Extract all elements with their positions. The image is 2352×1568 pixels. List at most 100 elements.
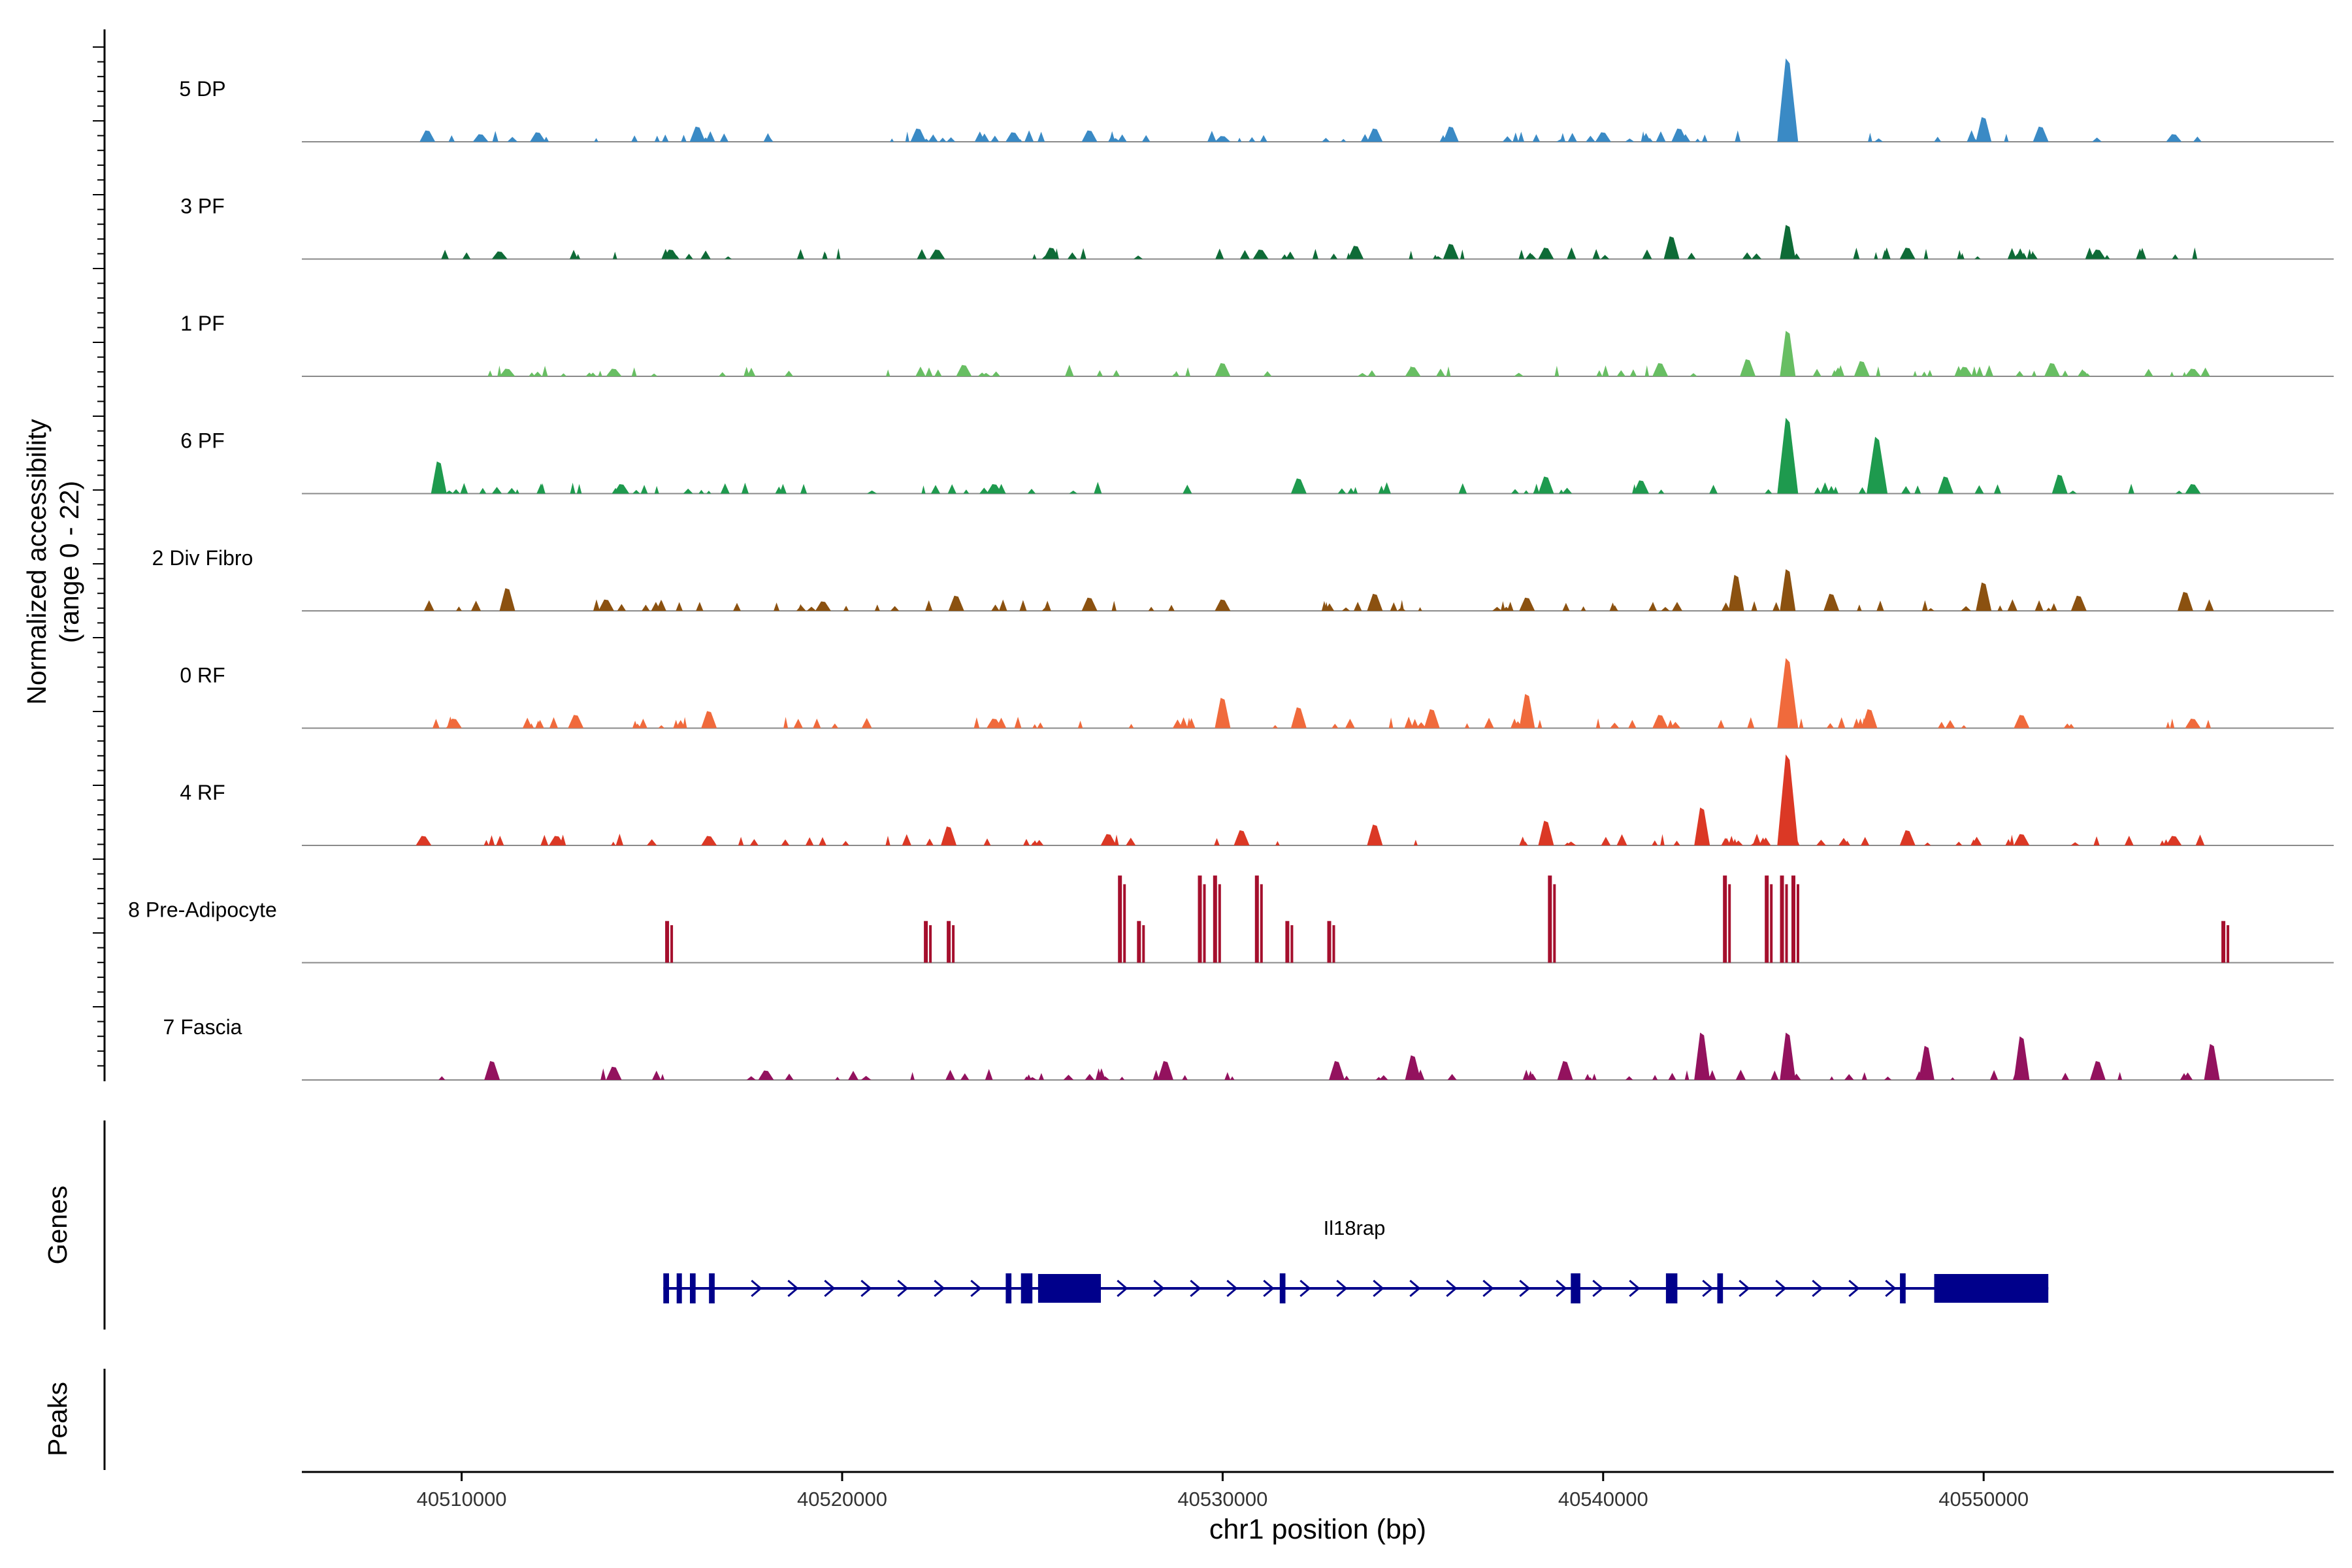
coverage-noise: [1646, 138, 1654, 142]
coverage-noise: [1658, 134, 1665, 142]
coverage-noise: [632, 489, 640, 494]
coverage-noise: [1522, 1070, 1530, 1080]
coverage-noise: [479, 487, 487, 494]
coverage-noise: [1927, 608, 1935, 611]
track-label: 4 RF: [180, 781, 225, 804]
coverage-noise: [949, 838, 956, 845]
coverage-noise: [1330, 253, 1338, 259]
coverage-noise: [2070, 842, 2080, 845]
coverage-noise: [945, 1070, 955, 1080]
coverage-noise: [1559, 1073, 1567, 1080]
coverage-peak: [568, 715, 584, 728]
coverage-peak: [1443, 244, 1459, 259]
coverage-peak: [1777, 658, 1799, 728]
coverage-noise: [831, 723, 839, 728]
coverage-noise: [658, 725, 665, 728]
coverage-noise: [2163, 839, 2169, 845]
coverage-noise: [483, 840, 489, 845]
track-label: 2 Div Fibro: [152, 546, 253, 570]
genes-title: Genes: [42, 1186, 73, 1265]
coverage-noise: [781, 839, 790, 845]
coverage-noise: [1598, 132, 1606, 142]
coverage-noise: [890, 138, 894, 142]
coverage-peak: [1854, 361, 1870, 376]
strand-arrow: [1482, 1279, 1494, 1298]
coverage-noise: [1404, 716, 1413, 728]
coverage-noise: [1026, 1074, 1032, 1080]
coverage-noise: [460, 483, 468, 494]
coverage-noise: [681, 135, 687, 142]
coverage-noise: [1411, 719, 1419, 728]
coverage-peak: [1215, 136, 1231, 142]
coverage-noise: [1077, 721, 1083, 728]
coverage-noise: [1321, 600, 1327, 611]
coverage-peak: [1290, 707, 1307, 728]
strand-arrow: [860, 1279, 872, 1298]
coverage-noise: [1533, 483, 1540, 494]
strand-arrow: [1153, 1279, 1165, 1298]
coverage-noise: [1752, 834, 1761, 845]
coverage-peak: [665, 921, 670, 963]
coverage-noise: [1709, 485, 1718, 494]
coverage-noise: [749, 839, 759, 845]
coverage-noise: [1921, 1070, 1926, 1080]
coverage-noise: [1970, 839, 1977, 845]
coverage-noise: [1955, 841, 1963, 845]
coverage-peak: [1367, 128, 1383, 142]
coverage-peak: [1218, 884, 1221, 963]
coverage-noise: [447, 716, 454, 728]
coverage-noise: [1065, 365, 1074, 376]
coverage-noise: [1961, 606, 1971, 611]
coverage-noise: [1868, 485, 1874, 494]
coverage-noise: [1601, 255, 1610, 259]
coverage-noise: [560, 373, 567, 376]
gene-exon: [1717, 1273, 1723, 1303]
coverage-noise: [1924, 842, 1931, 845]
track-7-fascia: 7 Fascia: [163, 1015, 2334, 1081]
gene-exon: [663, 1273, 669, 1303]
coverage-noise: [1735, 130, 1741, 142]
coverage-noise: [1799, 718, 1804, 728]
strand-arrow: [934, 1279, 945, 1298]
strand-arrow: [1848, 1279, 1860, 1298]
coverage-noise: [1446, 366, 1451, 376]
coverage-noise: [1658, 489, 1665, 494]
coverage-noise: [674, 255, 679, 259]
strand-arrow: [1117, 1279, 1128, 1298]
coverage-noise: [2034, 600, 2044, 611]
coverage-noise: [1561, 487, 1573, 494]
coverage-noise: [1554, 365, 1560, 376]
coverage-noise: [1765, 489, 1772, 494]
coverage-noise: [2170, 718, 2175, 728]
coverage-noise: [1812, 368, 1821, 376]
coverage-noise: [456, 606, 462, 611]
x-tick-label: 40550000: [1938, 1488, 2029, 1511]
coverage-noise: [594, 138, 598, 142]
coverage-peak: [1538, 821, 1554, 845]
coverage-noise: [1117, 134, 1127, 142]
coverage-peak: [1633, 480, 1649, 494]
coverage-peak: [1137, 921, 1141, 963]
coverage-peak: [1142, 925, 1145, 963]
coverage-noise: [1782, 719, 1790, 728]
track-label: 8 Pre-Adipocyte: [128, 898, 277, 922]
strand-arrow: [1556, 1279, 1567, 1298]
strand-arrow: [1592, 1279, 1604, 1298]
coverage-noise: [1418, 607, 1422, 611]
strand-arrow: [1263, 1279, 1275, 1298]
coverage-peak: [1329, 1061, 1345, 1080]
coverage-noise: [1514, 372, 1524, 376]
strand-arrow: [1885, 1279, 1897, 1298]
coverage-noise: [1439, 135, 1447, 142]
coverage-noise: [492, 131, 498, 142]
coverage-noise: [2204, 599, 2214, 611]
coverage-peak: [530, 132, 546, 142]
coverage-noise: [1874, 138, 1884, 142]
coverage-noise: [1047, 248, 1052, 259]
coverage-noise: [1214, 838, 1220, 845]
x-axis-title: chr1 position (bp): [1209, 1514, 1426, 1545]
coverage-noise: [934, 369, 942, 376]
coverage-noise: [1322, 138, 1330, 142]
coverage-noise: [910, 1071, 915, 1080]
coverage-noise: [1610, 607, 1619, 611]
